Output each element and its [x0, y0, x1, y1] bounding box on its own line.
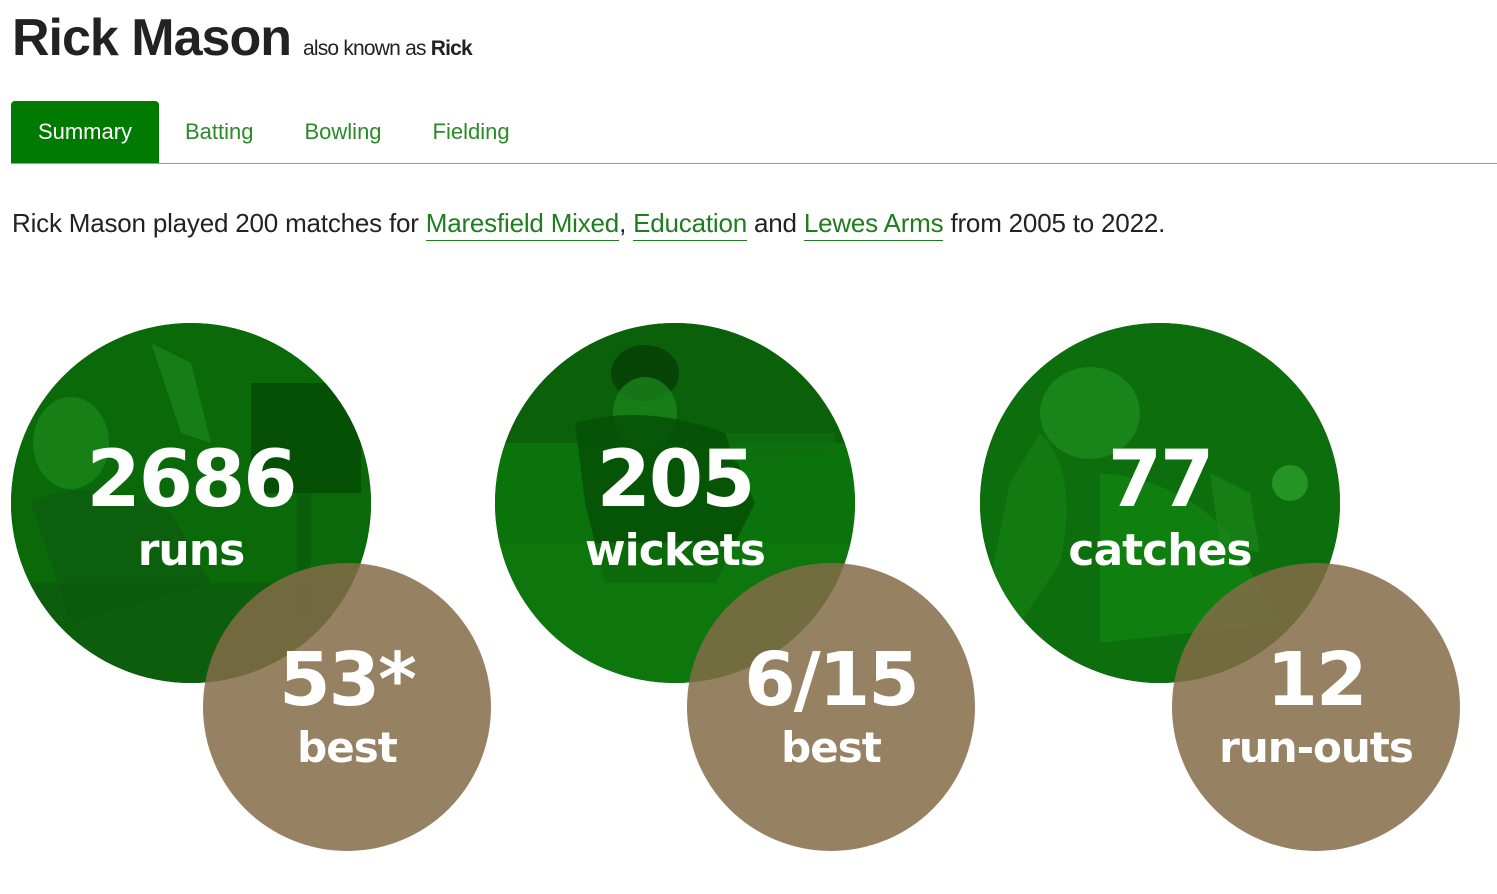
summary-separator: ,	[619, 208, 627, 238]
aka-name: Rick	[430, 37, 473, 60]
player-name: Rick Mason	[12, 9, 292, 67]
wickets-label: wickets	[585, 525, 766, 576]
runs-value: 2686	[86, 435, 297, 525]
run-outs-label: run-outs	[1219, 723, 1414, 772]
best-batting-circle: 53* best	[203, 563, 491, 851]
run-outs-circle: 12 run-outs	[1172, 563, 1460, 851]
catches-value: 77	[1107, 435, 1215, 525]
summary-and: and	[754, 208, 797, 238]
best-bowling-circle: 6/15 best	[687, 563, 975, 851]
aka-prefix: also known as	[302, 37, 426, 60]
wickets-value: 205	[596, 435, 756, 525]
page-header: Rick Mason also known as Rick	[12, 8, 473, 68]
aka-text: also known as Rick	[302, 37, 473, 61]
best-bowling-value: 6/15	[744, 637, 920, 723]
team-link-maresfield-mixed[interactable]: Maresfield Mixed	[425, 208, 619, 241]
summary-suffix: from 2005 to 2022.	[950, 208, 1166, 238]
tab-fielding[interactable]: Fielding	[432, 119, 510, 144]
tab-summary[interactable]: Summary	[11, 101, 159, 163]
tab-batting[interactable]: Batting	[185, 119, 254, 144]
best-bowling-label: best	[781, 723, 882, 772]
run-outs-value: 12	[1266, 637, 1368, 723]
summary-prefix: Rick Mason played 200 matches for	[12, 208, 419, 238]
tab-bowling[interactable]: Bowling	[304, 119, 382, 144]
best-batting-label: best	[297, 723, 398, 772]
career-summary: Rick Mason played 200 matches for Maresf…	[12, 208, 1166, 241]
team-link-lewes-arms[interactable]: Lewes Arms	[803, 208, 944, 241]
tab-bar: Summary Batting Bowling Fielding	[11, 101, 1497, 164]
best-batting-value: 53*	[279, 637, 417, 723]
catches-label: catches	[1068, 525, 1252, 576]
team-link-education[interactable]: Education	[633, 208, 747, 241]
runs-label: runs	[137, 525, 246, 576]
